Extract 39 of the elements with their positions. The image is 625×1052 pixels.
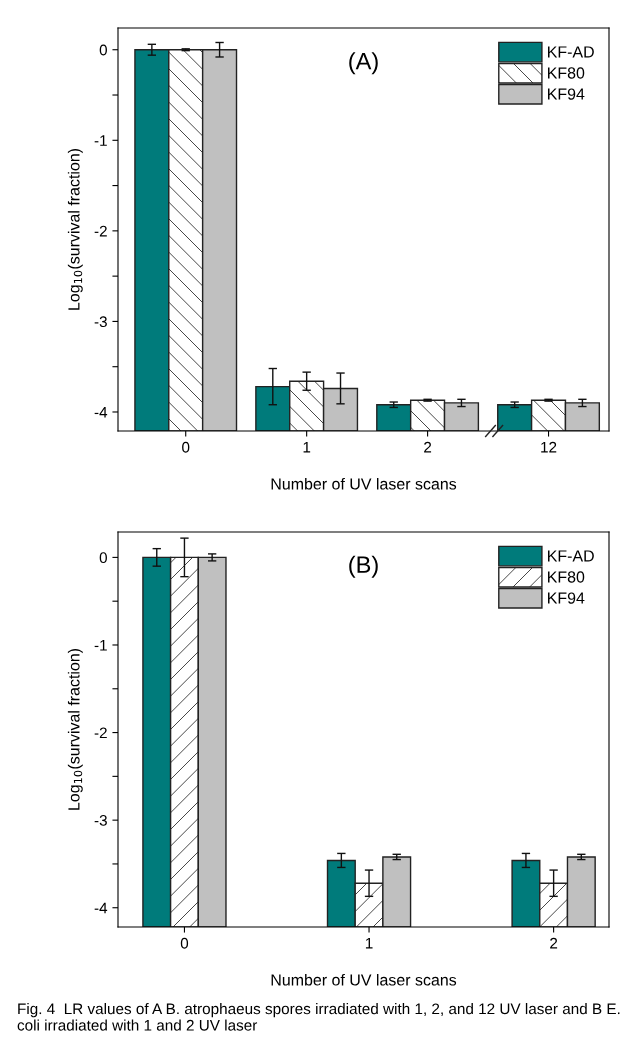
y-tick-label: -1	[94, 135, 107, 146]
bar	[443, 402, 480, 431]
bar	[326, 859, 356, 927]
x-tick-label: 2	[550, 937, 558, 949]
y-tick-label: 0	[99, 44, 107, 56]
x-tick-label: 2	[424, 441, 432, 453]
y-axis-title: Log$_{10}$(survival fraction)	[67, 648, 83, 810]
annotation: (A)	[349, 52, 378, 75]
y-tick-label: -3	[94, 815, 107, 826]
x-axis-title: Number of UV laser scans	[271, 973, 457, 986]
y-tick-label: -1	[94, 640, 107, 651]
bar	[382, 856, 412, 927]
y-tick-label: -3	[94, 316, 107, 328]
bar	[142, 556, 172, 927]
legend-label: KF80	[548, 571, 585, 583]
legend-label: KF94	[548, 592, 585, 604]
bar	[566, 856, 596, 927]
y-tick-label: -2	[94, 727, 107, 739]
y-tick-label: -2	[94, 225, 107, 237]
y-tick-label: 0	[99, 552, 107, 564]
caption: Fig. 4 LR values of A B. atrophaeus spores irradiated with 1, 2, and 12 UV laser and B E. coli irradiated with 1 and 2 UV laser	[17, 1003, 620, 1031]
x-axis-title: Number of UV laser scans	[271, 477, 457, 490]
x-tick-label: 1	[303, 441, 311, 453]
x-tick-label: 0	[182, 441, 190, 453]
x-tick-label: 12	[541, 441, 557, 453]
legend-label: KF80	[548, 67, 585, 79]
legend-label: KF94	[548, 88, 585, 100]
y-axis-title: Log$_{10}$(survival fraction)	[67, 148, 83, 310]
bar	[197, 556, 227, 927]
legend-label: KF-AD	[548, 46, 594, 58]
x-tick-label: 0	[180, 937, 189, 949]
y-tick-label: -4	[94, 902, 108, 914]
bar	[511, 859, 541, 927]
annotation: (B)	[349, 555, 378, 578]
x-tick-label: 1	[365, 937, 373, 949]
legend-label: KF-AD	[548, 550, 594, 562]
bar	[322, 387, 359, 431]
y-tick-label: -4	[94, 407, 108, 418]
bar	[376, 404, 412, 431]
